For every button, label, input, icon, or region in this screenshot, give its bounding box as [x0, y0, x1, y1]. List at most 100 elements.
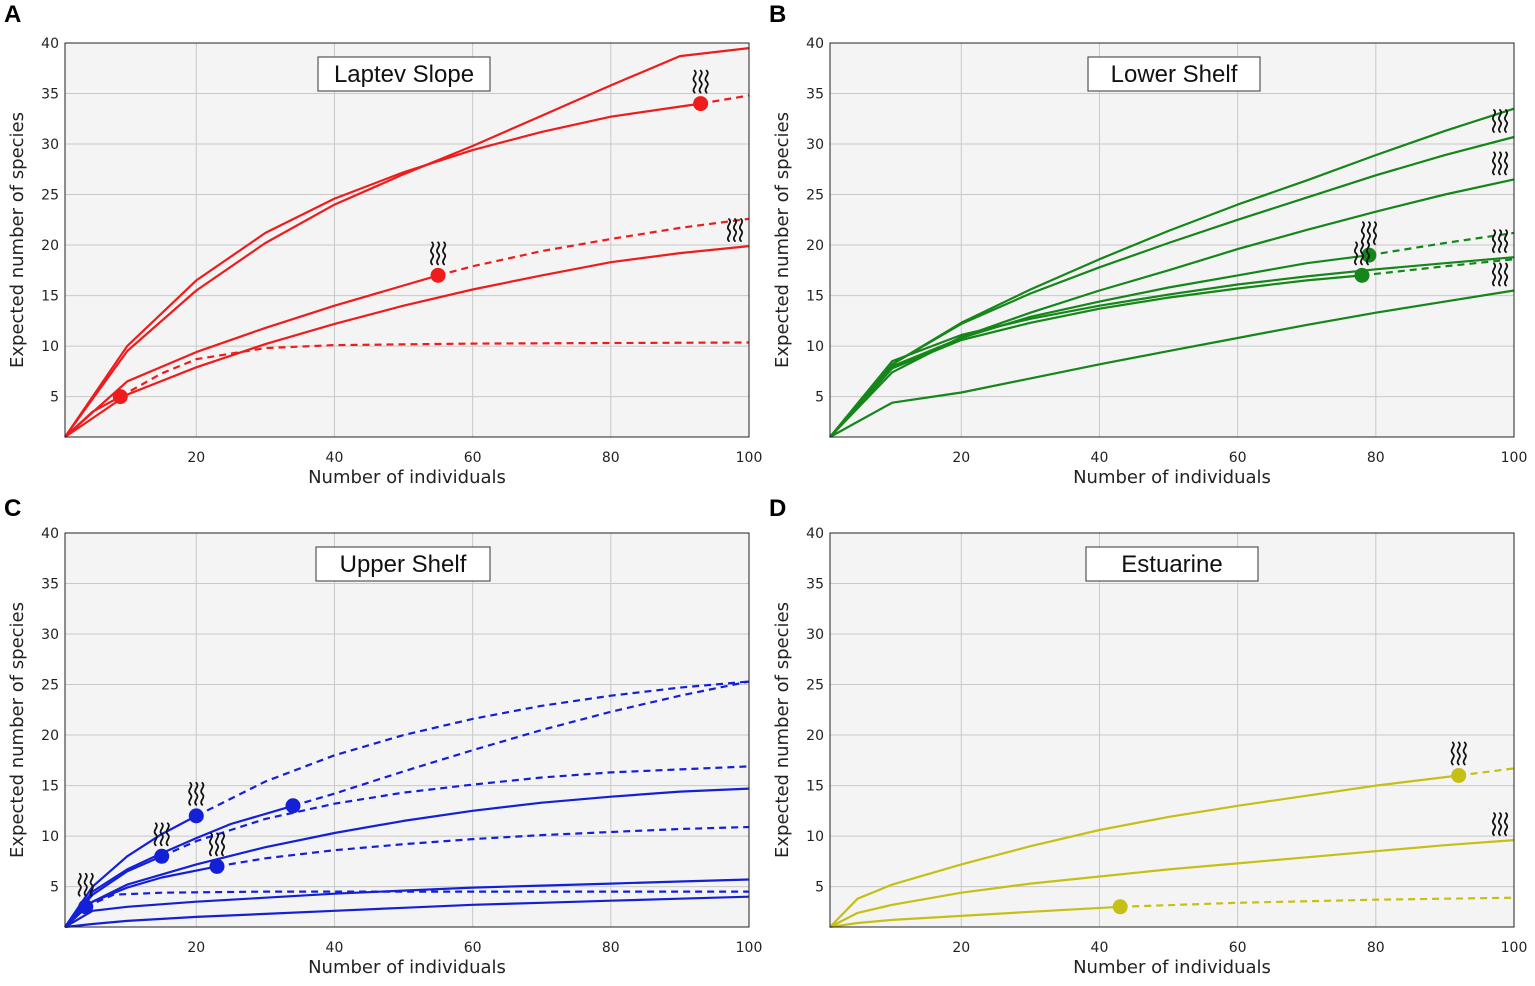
axes-frame — [829, 532, 1515, 928]
series-upper-6 — [64, 872, 749, 928]
chart-title: Estuarine — [1121, 551, 1222, 578]
y-tick-label: 30 — [41, 137, 59, 153]
y-tick-label: 25 — [41, 188, 59, 204]
y-tick-label: 10 — [41, 339, 59, 355]
extrapolation-line — [1368, 231, 1515, 257]
x-tick-label: 100 — [736, 940, 763, 956]
y-tick-label: 30 — [41, 627, 59, 643]
y-axis-label: Expected number of species — [772, 112, 793, 368]
seep-flame-icon — [430, 241, 447, 266]
x-tick-label: 40 — [1091, 940, 1109, 956]
seep-flame-icon — [1450, 741, 1467, 766]
y-tick-label: 40 — [41, 526, 59, 542]
x-tick-label: 20 — [187, 450, 205, 466]
series-estuarine-1 — [829, 741, 1515, 928]
rarefaction-line — [64, 895, 750, 929]
rarefaction-line — [64, 855, 163, 928]
series-estuarine-2 — [829, 812, 1515, 928]
sample-size-marker — [209, 858, 225, 874]
y-tick-label: 15 — [41, 779, 59, 795]
axes-frame — [64, 42, 750, 438]
y-tick-label: 35 — [41, 87, 59, 103]
panel-letter: D — [769, 495, 786, 522]
extrapolation-line — [437, 217, 750, 277]
x-tick-label: 40 — [1091, 450, 1109, 466]
x-tick-label: 100 — [736, 450, 763, 466]
y-tick-label: 15 — [806, 779, 824, 795]
x-tick-label: 60 — [464, 450, 482, 466]
y-tick-label: 10 — [41, 829, 59, 845]
rarefaction-line — [829, 274, 1363, 438]
series-slope-3 — [64, 217, 750, 438]
x-tick-label: 100 — [1501, 940, 1528, 956]
series-upper-4 — [64, 787, 750, 928]
series-upper-3 — [64, 765, 750, 928]
y-tick-label: 35 — [806, 87, 824, 103]
x-tick-label: 20 — [952, 450, 970, 466]
series-upper-7 — [64, 878, 750, 928]
y-axis-label: Expected number of species — [7, 112, 28, 368]
seep-flame-icon — [726, 218, 744, 242]
x-tick-label: 40 — [326, 450, 344, 466]
y-tick-label: 5 — [50, 390, 59, 406]
seep-flame-icon — [1491, 812, 1509, 837]
x-axis-label: Number of individuals — [308, 957, 506, 978]
y-tick-label: 40 — [41, 36, 59, 52]
y-tick-label: 35 — [41, 577, 59, 593]
extrapolation-line — [292, 680, 750, 807]
series-lower-4 — [829, 221, 1515, 438]
extrapolation-line — [1458, 767, 1515, 777]
sample-size-marker — [693, 96, 709, 112]
y-tick-label: 20 — [41, 728, 59, 744]
y-tick-label: 25 — [806, 188, 824, 204]
x-tick-label: 100 — [1501, 450, 1528, 466]
chart-title-box — [1087, 56, 1261, 92]
extrapolation-line — [119, 341, 750, 398]
y-tick-label: 10 — [806, 829, 824, 845]
y-tick-label: 10 — [806, 339, 824, 355]
y-axis-label: Expected number of species — [7, 602, 28, 858]
y-tick-label: 15 — [806, 289, 824, 305]
x-axis-label: Number of individuals — [1073, 957, 1271, 978]
x-tick-label: 60 — [1229, 940, 1247, 956]
y-tick-label: 20 — [41, 238, 59, 254]
y-tick-label: 35 — [806, 577, 824, 593]
x-tick-label: 60 — [464, 940, 482, 956]
chart-title-box — [317, 56, 491, 92]
chart-title: Lower Shelf — [1111, 61, 1238, 88]
seep-flame-icon — [153, 822, 170, 847]
sample-size-marker — [1451, 767, 1467, 783]
seep-flame-icon — [1360, 221, 1377, 246]
series-upper-8 — [64, 895, 750, 929]
x-tick-label: 80 — [1367, 940, 1385, 956]
y-tick-label: 20 — [806, 728, 824, 744]
axes-frame — [829, 42, 1515, 438]
rarefaction-line — [829, 256, 1515, 438]
rarefaction-line — [829, 254, 1370, 438]
series-lower-7 — [829, 262, 1515, 438]
rarefaction-line — [64, 102, 701, 438]
rarefaction-line — [829, 289, 1515, 438]
x-tick-label: 20 — [952, 940, 970, 956]
x-axis-label: Number of individuals — [1073, 467, 1271, 488]
x-tick-label: 80 — [602, 940, 620, 956]
y-tick-label: 25 — [41, 678, 59, 694]
rarefaction-line — [64, 245, 750, 438]
rarefaction-line — [829, 839, 1515, 928]
rarefaction-line — [829, 774, 1459, 928]
y-tick-label: 40 — [806, 36, 824, 52]
chart-title-box — [315, 546, 491, 582]
rarefaction-line — [64, 274, 439, 438]
x-tick-label: 80 — [1367, 450, 1385, 466]
rarefaction-line — [64, 878, 750, 928]
series-lower-5 — [829, 241, 1515, 438]
y-axis-label: Expected number of species — [772, 602, 793, 858]
y-tick-label: 30 — [806, 137, 824, 153]
series-lower-6 — [829, 229, 1515, 438]
seep-flame-icon — [188, 781, 205, 806]
rarefaction-line — [829, 905, 1121, 929]
